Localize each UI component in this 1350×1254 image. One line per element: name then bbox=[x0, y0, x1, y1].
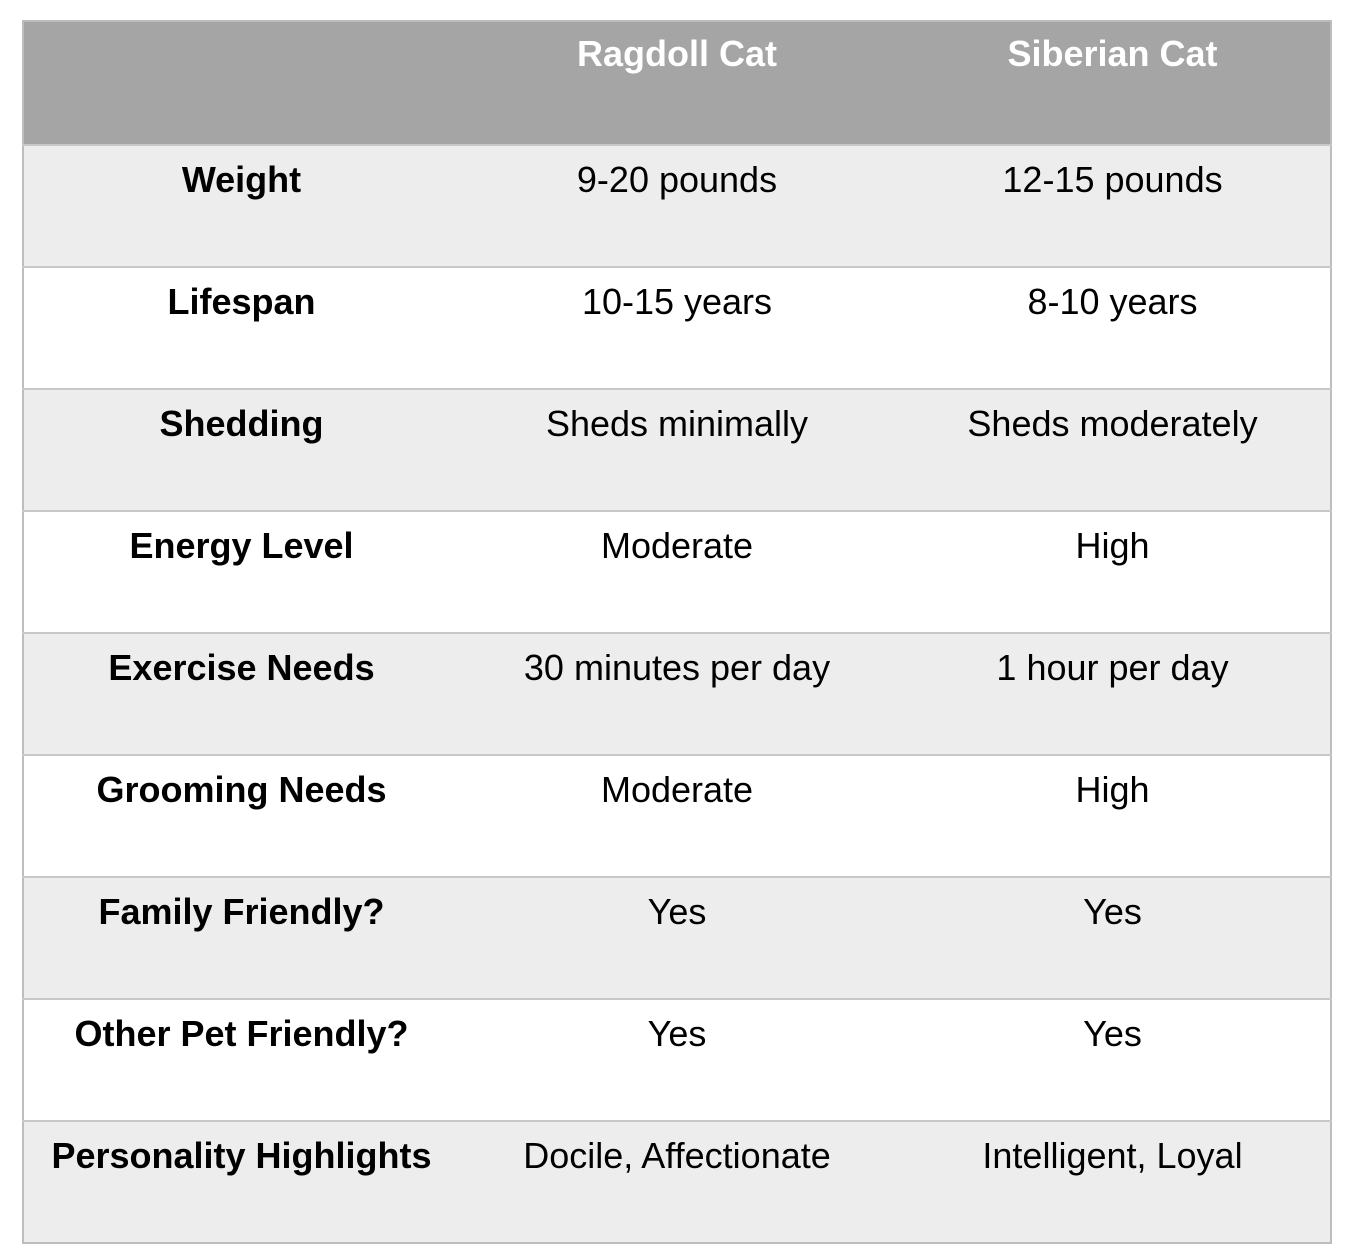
table-row: Energy Level Moderate High bbox=[23, 511, 1331, 633]
table-row: Personality Highlights Docile, Affection… bbox=[23, 1121, 1331, 1243]
ragdoll-value: 9-20 pounds bbox=[576, 159, 778, 200]
ragdoll-value: Docile, Affectionate bbox=[523, 1135, 831, 1176]
ragdoll-value: Moderate bbox=[600, 769, 754, 810]
row-label: Exercise Needs bbox=[108, 647, 375, 688]
table-row: Shedding Sheds minimally Sheds moderatel… bbox=[23, 389, 1331, 511]
ragdoll-value: 10-15 years bbox=[581, 281, 773, 322]
ragdoll-value: Sheds minimally bbox=[545, 403, 809, 444]
siberian-value: 8-10 years bbox=[1027, 281, 1198, 322]
ragdoll-value: 30 minutes per day bbox=[523, 647, 831, 688]
header-siberian-cat: Siberian Cat bbox=[1007, 33, 1218, 74]
row-label: Lifespan bbox=[167, 281, 316, 322]
siberian-value: 1 hour per day bbox=[996, 647, 1229, 688]
row-label: Energy Level bbox=[129, 525, 354, 566]
siberian-value: Sheds moderately bbox=[967, 403, 1258, 444]
row-label: Other Pet Friendly? bbox=[74, 1013, 409, 1054]
header-ragdoll-cat: Ragdoll Cat bbox=[576, 33, 777, 74]
ragdoll-value: Yes bbox=[647, 891, 707, 932]
siberian-value: Yes bbox=[1083, 1013, 1142, 1054]
siberian-value: Intelligent, Loyal bbox=[982, 1135, 1243, 1176]
row-label: Family Friendly? bbox=[98, 891, 385, 932]
ragdoll-value: Moderate bbox=[600, 525, 754, 566]
siberian-value: Yes bbox=[1083, 891, 1142, 932]
table-row: Exercise Needs 30 minutes per day 1 hour… bbox=[23, 633, 1331, 755]
table-row: Grooming Needs Moderate High bbox=[23, 755, 1331, 877]
row-label: Shedding bbox=[159, 403, 324, 444]
row-label: Weight bbox=[181, 159, 302, 200]
row-label: Grooming Needs bbox=[96, 769, 387, 810]
siberian-value: 12-15 pounds bbox=[1002, 159, 1223, 200]
siberian-value: High bbox=[1075, 525, 1150, 566]
table-row: Weight 9-20 pounds 12-15 pounds bbox=[23, 145, 1331, 267]
table-row: Family Friendly? Yes Yes bbox=[23, 877, 1331, 999]
cat-comparison-table: Ragdoll Cat Siberian Cat Weight 9-20 pou… bbox=[22, 20, 1332, 1244]
header-corner-cell bbox=[23, 21, 459, 145]
table-row: Other Pet Friendly? Yes Yes bbox=[23, 999, 1331, 1121]
ragdoll-value: Yes bbox=[647, 1013, 707, 1054]
siberian-value: High bbox=[1075, 769, 1150, 810]
table-row: Lifespan 10-15 years 8-10 years bbox=[23, 267, 1331, 389]
row-label: Personality Highlights bbox=[51, 1135, 432, 1176]
table-header-row: Ragdoll Cat Siberian Cat bbox=[23, 21, 1331, 145]
